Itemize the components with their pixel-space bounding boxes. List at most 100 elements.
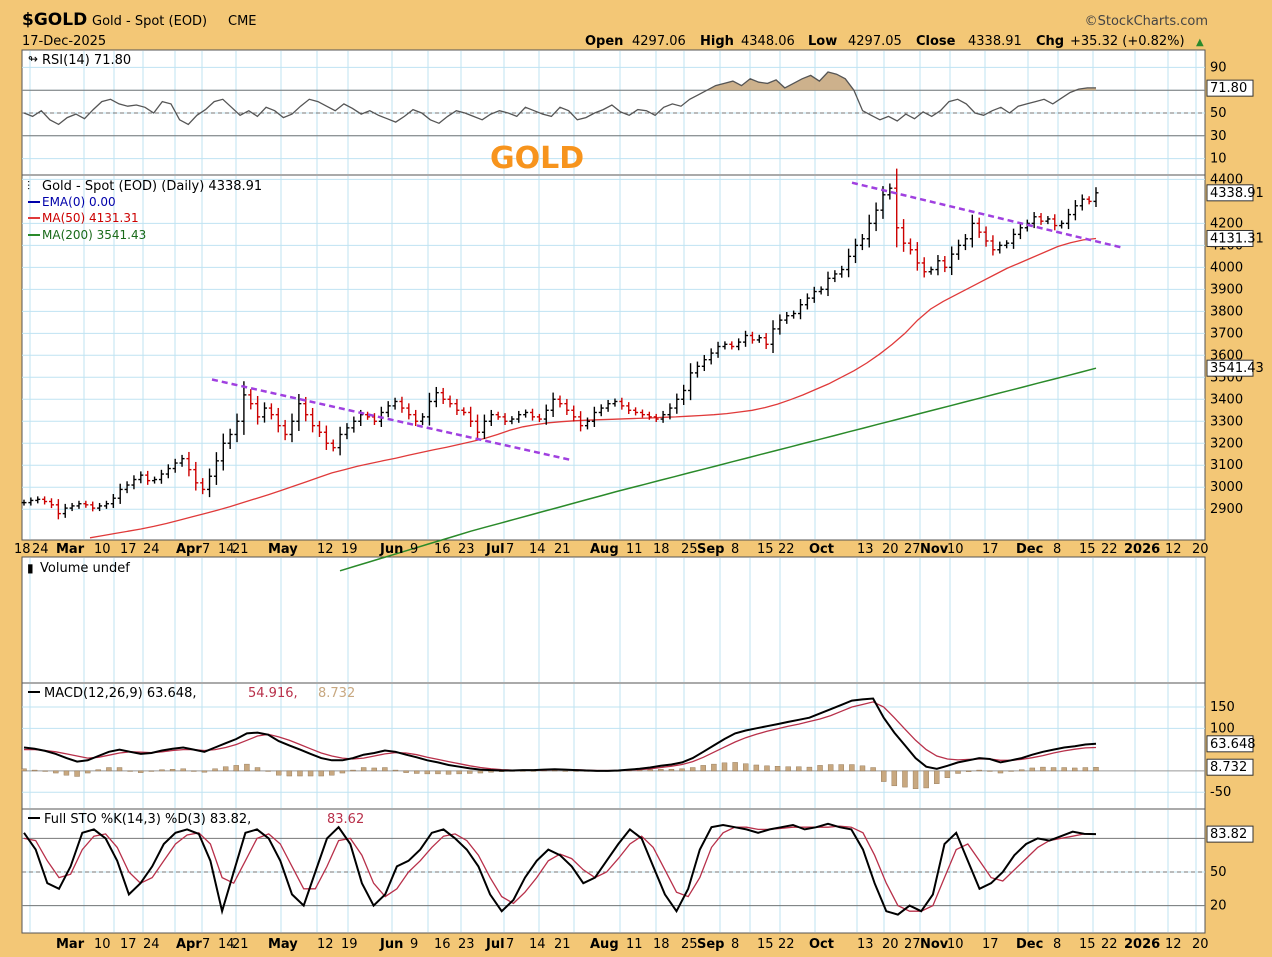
macd-histogram-bar — [382, 767, 388, 772]
open-value: 4297.06 — [632, 34, 686, 49]
macd-histogram-bar — [1029, 767, 1036, 772]
header: $GOLD Gold - Spot (EOD) CME 17-Dec-2025 … — [22, 10, 1208, 49]
macd-line — [23, 697, 1097, 772]
sto-value-label-box — [1206, 825, 1254, 843]
x-axis-label: Mar — [56, 937, 85, 952]
brand-logo[interactable]: ©StockCharts.com — [1085, 14, 1208, 29]
macd-histogram-bar — [774, 766, 781, 772]
macd-histogram-bar — [329, 770, 335, 776]
volume-legend: ▮ Volume undef — [27, 561, 130, 576]
x-axis-label: Oct — [809, 542, 834, 557]
x-axis-label: 21 — [554, 542, 571, 557]
price-tick-label: 3400 — [1210, 392, 1243, 407]
macd-histogram-bar — [42, 770, 48, 772]
macd-histogram-bar — [753, 764, 760, 772]
macd-histogram-bar — [244, 763, 250, 772]
price-tick-label: 3200 — [1210, 436, 1243, 451]
macd-histogram-bar — [859, 765, 866, 772]
x-axis-label: 12 — [317, 937, 334, 952]
x-axis-label: 7 — [506, 542, 514, 557]
x-axis-label: 14 — [529, 937, 546, 952]
macd-histogram-bar — [297, 770, 303, 777]
x-axis-label: 25 — [681, 542, 698, 557]
low-value: 4297.05 — [848, 34, 902, 49]
price-panel — [21, 174, 1206, 541]
macd-histogram-bar — [138, 770, 144, 773]
macd-histogram-bar — [360, 767, 367, 772]
x-axis-label: 17 — [982, 937, 999, 952]
macd-histogram-bar — [1040, 766, 1046, 772]
x-axis-label: Nov — [920, 542, 949, 557]
macd-histogram-bar — [254, 767, 261, 772]
macd-histogram-bar — [276, 770, 282, 776]
macd-histogram-bar — [764, 765, 770, 772]
x-axis-label: 15 — [1079, 937, 1096, 952]
macd-histogram-bar — [84, 770, 91, 774]
rsi-tick-label: 90 — [1210, 60, 1227, 75]
macd-legend-hist: 8.732 — [318, 686, 355, 701]
x-axis-label: 24 — [143, 937, 160, 952]
chart-date: 17-Dec-2025 — [22, 34, 106, 49]
macd-histogram-bar — [180, 768, 186, 772]
macd-histogram-bar — [31, 769, 38, 772]
macd-value-label: 63.648 — [1210, 737, 1256, 752]
x-axis-label: 21 — [554, 937, 571, 952]
ma200-line — [339, 367, 1097, 572]
x-axis-label: 21 — [232, 542, 249, 557]
close-price-label-box — [1206, 184, 1254, 202]
price-legend: ⫶ Gold - Spot (EOD) (Daily) 4338.91 EMA(… — [27, 179, 262, 242]
price-tick-label: 3900 — [1210, 282, 1243, 297]
macd-histogram-bar — [817, 765, 823, 772]
macd-histogram-bar — [987, 770, 993, 772]
close-value: 4338.91 — [968, 34, 1022, 49]
price-layer — [21, 168, 1123, 572]
macd-histogram-bar — [212, 768, 218, 772]
x-axis-label: Sep — [697, 937, 725, 952]
ma50-line — [89, 237, 1097, 539]
macd-histogram-bar — [679, 768, 685, 772]
x-axis-label: 14 — [218, 542, 235, 557]
low-label: Low — [808, 34, 837, 49]
x-axis-label: Aug — [590, 937, 619, 952]
macd-histogram-bar — [711, 763, 717, 772]
macd-histogram-bar — [912, 770, 919, 790]
x-axis-label: 17 — [120, 542, 137, 557]
x-axis-label: 16 — [434, 542, 451, 557]
x-axis-label: 9 — [410, 937, 418, 952]
macd-histogram-bar — [647, 769, 653, 772]
macd-histogram-bar — [944, 770, 951, 778]
chg-label: Chg — [1036, 34, 1064, 49]
rsi-icon: ↬ — [28, 52, 38, 66]
x-axis-label: 13 — [857, 542, 874, 557]
x-axis-label: May — [268, 542, 298, 557]
macd-histogram-bar — [63, 770, 70, 776]
x-axis-label: 23 — [458, 542, 475, 557]
rsi-layer — [22, 71, 1205, 137]
rsi-tick-label: 10 — [1210, 152, 1227, 167]
x-axis-label: 8 — [731, 937, 739, 952]
volume-panel — [21, 556, 1206, 684]
macd-tick-label: -50 — [1210, 785, 1231, 800]
macd-histogram-bar — [116, 767, 123, 772]
x-axis-label: 12 — [1165, 937, 1182, 952]
x-axis-label: 10 — [947, 937, 964, 952]
macd-histogram-bar — [286, 770, 293, 777]
x-axis-label: 16 — [434, 937, 451, 952]
macd-histogram-bar — [870, 767, 876, 772]
macd-histogram-bar — [148, 770, 155, 772]
macd-histogram-bar — [201, 770, 208, 773]
x-axis-label: 24 — [143, 542, 160, 557]
macd-histogram-bar — [435, 770, 441, 775]
x-axis-label: 18 — [653, 937, 670, 952]
x-axis-label: 27 — [904, 542, 921, 557]
x-axis-label: 14 — [529, 542, 546, 557]
macd-histogram-bar — [562, 770, 569, 772]
price-bars-icon: ⫶ — [27, 179, 30, 193]
x-axis-label: 10 — [94, 937, 111, 952]
trendline-2 — [851, 181, 1123, 249]
ma200-price-label: 3541.43 — [1210, 361, 1264, 376]
chg-value: +35.32 (+0.82%) — [1070, 34, 1185, 49]
macd-histogram-bar — [424, 770, 431, 775]
instrument-name: Gold - Spot (EOD) — [92, 14, 207, 29]
